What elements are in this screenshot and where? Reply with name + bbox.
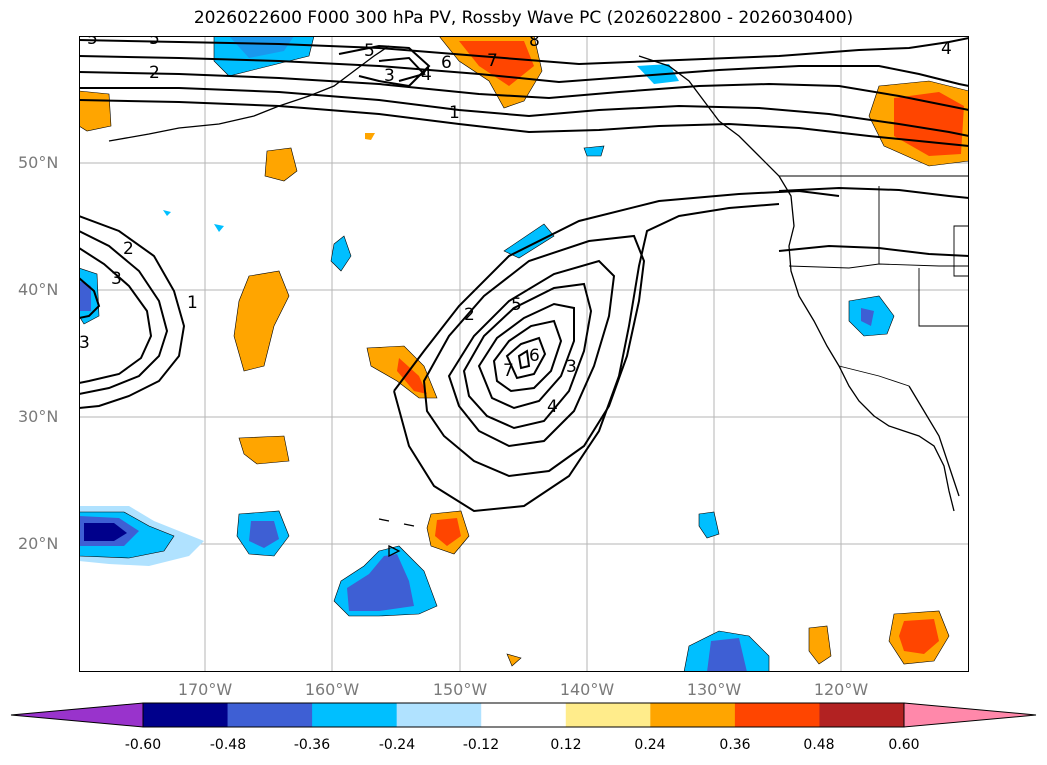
contour-labels: 5 5 2 5 6 7 8 3 4 4 1 2 3 1 3 2 5 6 7 3 … [79, 36, 952, 417]
colorbar-segment [565, 703, 651, 727]
gridlines [79, 36, 969, 672]
anomaly-positive-west [79, 90, 112, 132]
colorbar-segment [396, 703, 482, 727]
colorbar-tick-label: 0.60 [888, 737, 920, 753]
colorbar-tick-label: -0.24 [378, 737, 416, 753]
colorbar-segment [481, 703, 567, 727]
anomaly-negative-top [213, 36, 315, 77]
borders [779, 175, 969, 387]
contour-label: 5 [364, 41, 375, 61]
colorbar-tick-label: 0.36 [719, 737, 751, 753]
contour-tongue-5 [477, 302, 575, 410]
contour-label: 3 [384, 66, 395, 86]
contour-label: 5 [149, 36, 160, 49]
colorbar-tick-label: -0.48 [209, 737, 247, 753]
colorbar-segment [734, 703, 820, 727]
colorbar-tick-label: 0.48 [803, 737, 835, 753]
contour-label: 5 [511, 295, 522, 315]
colorbar-segment [650, 703, 736, 727]
pv-contours [79, 37, 969, 513]
contour-label: 5 [87, 36, 98, 49]
lat-label-50n: 50°N [18, 153, 59, 172]
contour-label: 2 [149, 63, 160, 83]
colorbar-tick-label: -0.60 [124, 737, 162, 753]
colorbar-segment [227, 703, 313, 727]
contour-east-2 [778, 244, 969, 257]
contour-band-5 [79, 99, 969, 147]
anomaly-positive-1 [264, 147, 298, 182]
lat-label-30n: 30°N [18, 407, 59, 426]
contour-east-1 [778, 186, 969, 199]
colorbar-segment [819, 703, 905, 727]
colorbar-tick-label: -0.12 [462, 737, 500, 753]
anomaly-positive-4 [238, 435, 290, 465]
lat-label-20n: 20°N [18, 534, 59, 553]
map-canvas: 5 5 2 5 6 7 8 3 4 4 1 2 3 1 3 2 5 6 7 3 … [79, 36, 969, 672]
contour-tongue-6 [492, 319, 563, 393]
lon-label-120w: 120°W [813, 680, 869, 699]
colorbar-tick-label: 0.12 [550, 737, 582, 753]
contour-band-3 [79, 71, 969, 111]
colorbar [10, 702, 1037, 728]
coastlines [108, 45, 960, 558]
contour-label: 7 [503, 361, 514, 381]
contour-label: 3 [566, 357, 577, 377]
contour-label: 6 [529, 346, 540, 366]
lon-label-170w: 170°W [177, 680, 233, 699]
colorbar-segment [143, 703, 229, 727]
lon-label-140w: 140°W [559, 680, 615, 699]
lon-label-150w: 150°W [432, 680, 488, 699]
contour-label: 4 [421, 65, 432, 85]
contour-band-4 [79, 87, 969, 137]
negative-anomalies [79, 36, 895, 672]
contour-label: 3 [79, 333, 90, 353]
contour-label: 4 [547, 397, 558, 417]
colorbar-tick-label: 0.24 [634, 737, 666, 753]
contour-tongue-4 [462, 282, 593, 430]
anomaly-positive-2 [233, 270, 290, 372]
lat-label-40n: 40°N [18, 280, 59, 299]
contour-band-1 [79, 37, 969, 66]
contour-west-2 [79, 230, 169, 395]
colorbar-segment [312, 703, 398, 727]
contour-label: 2 [123, 239, 134, 259]
lon-label-160w: 160°W [304, 680, 360, 699]
colorbar-tick-label: -0.36 [293, 737, 331, 753]
colorbar-extend-low [11, 703, 143, 727]
contour-west-1 [79, 215, 186, 409]
contour-label: 1 [449, 103, 460, 123]
contour-label: 2 [464, 305, 475, 325]
map-area: 5 5 2 5 6 7 8 3 4 4 1 2 3 1 3 2 5 6 7 3 … [79, 36, 969, 672]
colorbar-extend-high [904, 703, 1036, 727]
contour-label: 4 [941, 39, 952, 59]
figure-title: 2026022600 F000 300 hPa PV, Rossby Wave … [193, 8, 854, 28]
contour-label: 8 [529, 36, 540, 51]
contour-tongue-7 [505, 336, 547, 380]
contour-band-2 [79, 55, 969, 87]
contour-label: 7 [487, 51, 498, 71]
contour-label: 6 [441, 53, 452, 73]
contour-west-3 [79, 247, 153, 384]
colorbar-segments [11, 703, 1036, 727]
contour-tongue-3 [447, 259, 616, 448]
contour-label: 3 [111, 269, 122, 289]
anomaly-positive-6 [808, 625, 832, 665]
contour-tongue-1 [393, 189, 840, 513]
lon-label-130w: 130°W [686, 680, 742, 699]
contour-label: 1 [187, 293, 198, 313]
contour-tongue-2 [422, 234, 646, 478]
